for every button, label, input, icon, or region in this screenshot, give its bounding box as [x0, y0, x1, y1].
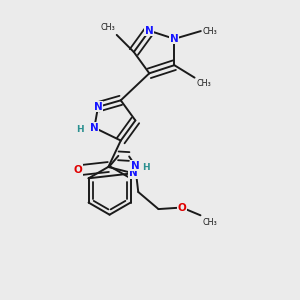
Text: H: H [76, 125, 84, 134]
Text: H: H [142, 163, 149, 172]
Text: N: N [90, 123, 99, 133]
Text: CH₃: CH₃ [202, 27, 217, 36]
Text: N: N [131, 160, 140, 170]
Text: N: N [94, 102, 102, 112]
Text: CH₃: CH₃ [196, 79, 211, 88]
Text: O: O [177, 202, 186, 212]
Text: N: N [129, 168, 138, 178]
Text: N: N [170, 34, 179, 44]
Text: CH₃: CH₃ [202, 218, 217, 227]
Text: N: N [145, 26, 154, 36]
Text: CH₃: CH₃ [100, 23, 115, 32]
Text: O: O [74, 165, 82, 175]
